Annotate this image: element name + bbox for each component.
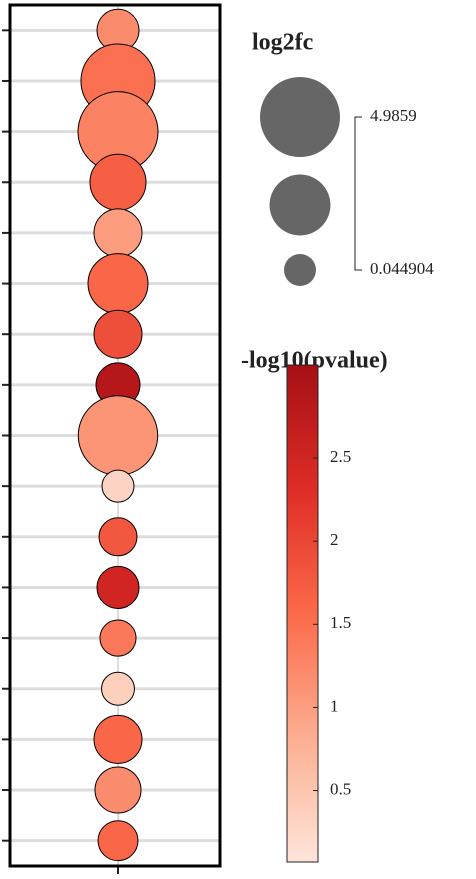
bubble	[93, 714, 143, 764]
bubble	[97, 820, 139, 862]
axes-box	[8, 3, 222, 868]
colorbar-tick-label: 0.5	[330, 779, 351, 798]
bubble	[96, 565, 140, 609]
bubble	[93, 309, 143, 359]
bubble	[87, 253, 149, 315]
size-legend-circle	[284, 254, 316, 286]
bubble	[94, 766, 142, 814]
colorbar	[286, 364, 319, 863]
colorbar-tick-label: 2.5	[330, 447, 351, 466]
bubble	[93, 208, 143, 258]
size-legend-circle	[269, 174, 331, 236]
bubble	[99, 619, 137, 657]
colorbar-tick-label: 1	[330, 696, 339, 715]
bubble	[101, 671, 135, 706]
bubble	[77, 395, 159, 476]
colorbar-tick-label: 2	[330, 530, 339, 549]
size-legend-label: 4.9859	[370, 106, 417, 125]
size-legend-circle	[260, 77, 340, 157]
size-legend-label: 0.044904	[370, 259, 434, 278]
bubble	[89, 153, 147, 211]
size-legend-bracket	[354, 116, 362, 271]
bubble	[101, 469, 135, 503]
colorbar-tick-label: 1.5	[330, 613, 351, 632]
size-legend-title: log2fc	[252, 30, 314, 56]
bubble	[98, 517, 138, 557]
